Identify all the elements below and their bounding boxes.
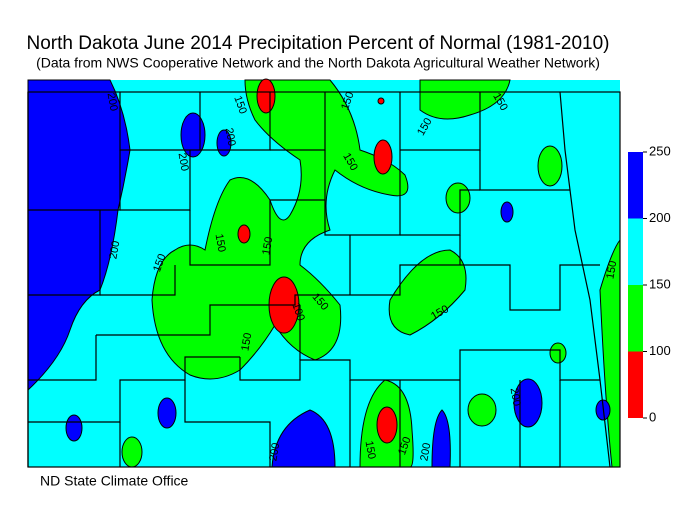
county-line (184, 380, 271, 467)
contour-label: 150 (231, 94, 249, 115)
county-line (324, 92, 401, 236)
county-lines (27, 91, 621, 468)
contour-region (27, 79, 131, 392)
contour-label: 150 (213, 233, 228, 253)
map: 200 150 150 150 200 150 200 150 150 150 200 150 150 1… (27, 78, 621, 468)
county-line (28, 335, 97, 381)
contour-region (65, 414, 83, 442)
contour-label: 150 (604, 260, 619, 280)
county-line (119, 92, 201, 151)
county-line (459, 349, 600, 381)
contour-label: 150 (339, 90, 357, 111)
contour-region (599, 238, 621, 468)
legend: 0 100 150 200 250 (628, 143, 671, 424)
county-line (96, 235, 461, 336)
colorbar-tick-label: 250 (649, 143, 671, 158)
contour-region (376, 406, 398, 444)
county-line (460, 264, 600, 311)
contour-region (388, 249, 467, 336)
contour-region (549, 342, 567, 364)
contour-region (271, 409, 336, 468)
county-line (100, 265, 176, 296)
contour-region (256, 78, 276, 114)
colorbar-tick-label: 0 (649, 409, 656, 424)
contour-label: 150 (260, 236, 275, 256)
contour-label: 150 (239, 332, 254, 352)
contour-label: 150 (396, 435, 414, 456)
county-line (559, 91, 611, 468)
colorbar-segment (628, 152, 643, 219)
colorbar-segment (628, 285, 643, 352)
county-line (519, 380, 561, 468)
contour-region (121, 436, 143, 468)
contour-label: 200 (508, 387, 523, 407)
contour-region (467, 393, 497, 427)
contour-label: 100 (289, 301, 307, 322)
county-line (28, 356, 240, 423)
contour-region (537, 145, 563, 187)
contour-region (500, 201, 514, 223)
footer: ND State Climate Office (40, 473, 189, 489)
contour-label: 150 (363, 440, 378, 460)
colorbar-segment (628, 218, 643, 285)
contour-region (237, 224, 251, 244)
colorbar-tick-label: 200 (649, 210, 671, 225)
contour-region (445, 182, 471, 214)
contour-label: 200 (105, 92, 120, 112)
county-line (400, 189, 480, 236)
contour-label: 200 (176, 152, 191, 172)
contour-label: 200 (223, 127, 238, 147)
contour-label: 200 (418, 442, 433, 462)
contour-region (180, 112, 206, 158)
contour-region (431, 409, 451, 468)
subtitle: (Data from NWS Cooperative Network and t… (36, 55, 600, 71)
colorbar-segment (628, 351, 643, 418)
contour-region (157, 397, 177, 429)
colorbar-tick-label: 150 (649, 276, 671, 291)
contour-region (419, 79, 511, 120)
county-line (189, 199, 325, 266)
colorbar-tick-label: 100 (649, 343, 671, 358)
contour-region (377, 97, 385, 105)
contour-label: 150 (151, 252, 169, 273)
contour-region (373, 139, 393, 175)
contour-label: 200 (267, 442, 282, 462)
contour-region (513, 378, 543, 428)
contour-label: 200 (107, 240, 122, 260)
title: North Dakota June 2014 Precipitation Per… (27, 33, 610, 54)
contour-labels: 200 150 150 150 200 150 200 150 150 150 200 150 150 1… (105, 90, 620, 462)
